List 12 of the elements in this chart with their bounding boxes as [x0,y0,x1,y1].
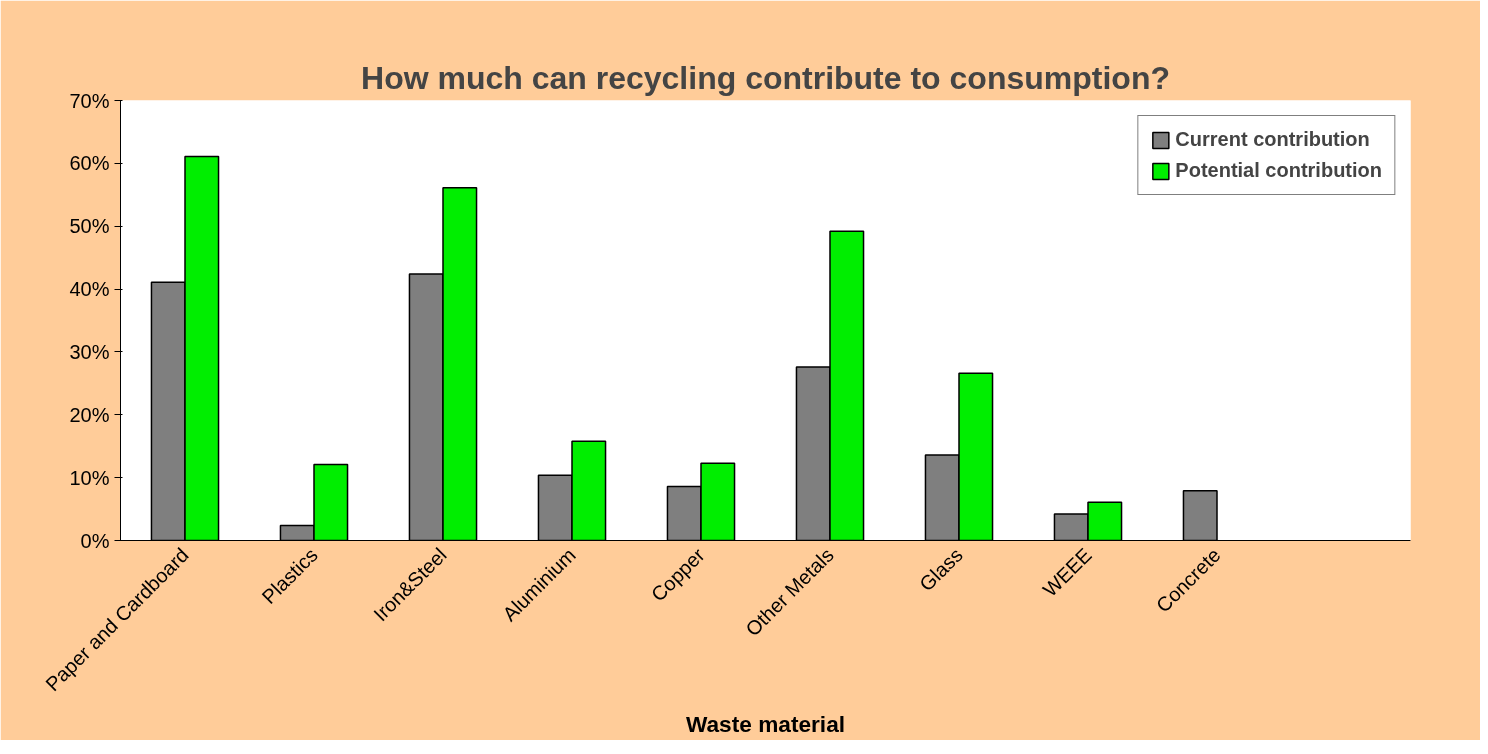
y-tick-label: 10% [69,466,110,489]
legend-label: Potential contribution [1175,159,1382,182]
y-tick-label: 0% [80,529,110,552]
y-tick-label: 70% [69,89,110,112]
legend-label: Current contribution [1175,128,1370,151]
chart-title: How much can recycling contribute to consumption? [361,59,1170,96]
y-tick-label: 30% [69,340,110,363]
x-axis-title: Waste material [685,711,846,738]
y-tick-label: 50% [69,215,110,238]
y-tick-label: 60% [69,152,110,175]
y-tick-label: 40% [69,278,110,301]
y-tick-label: 20% [69,403,110,426]
